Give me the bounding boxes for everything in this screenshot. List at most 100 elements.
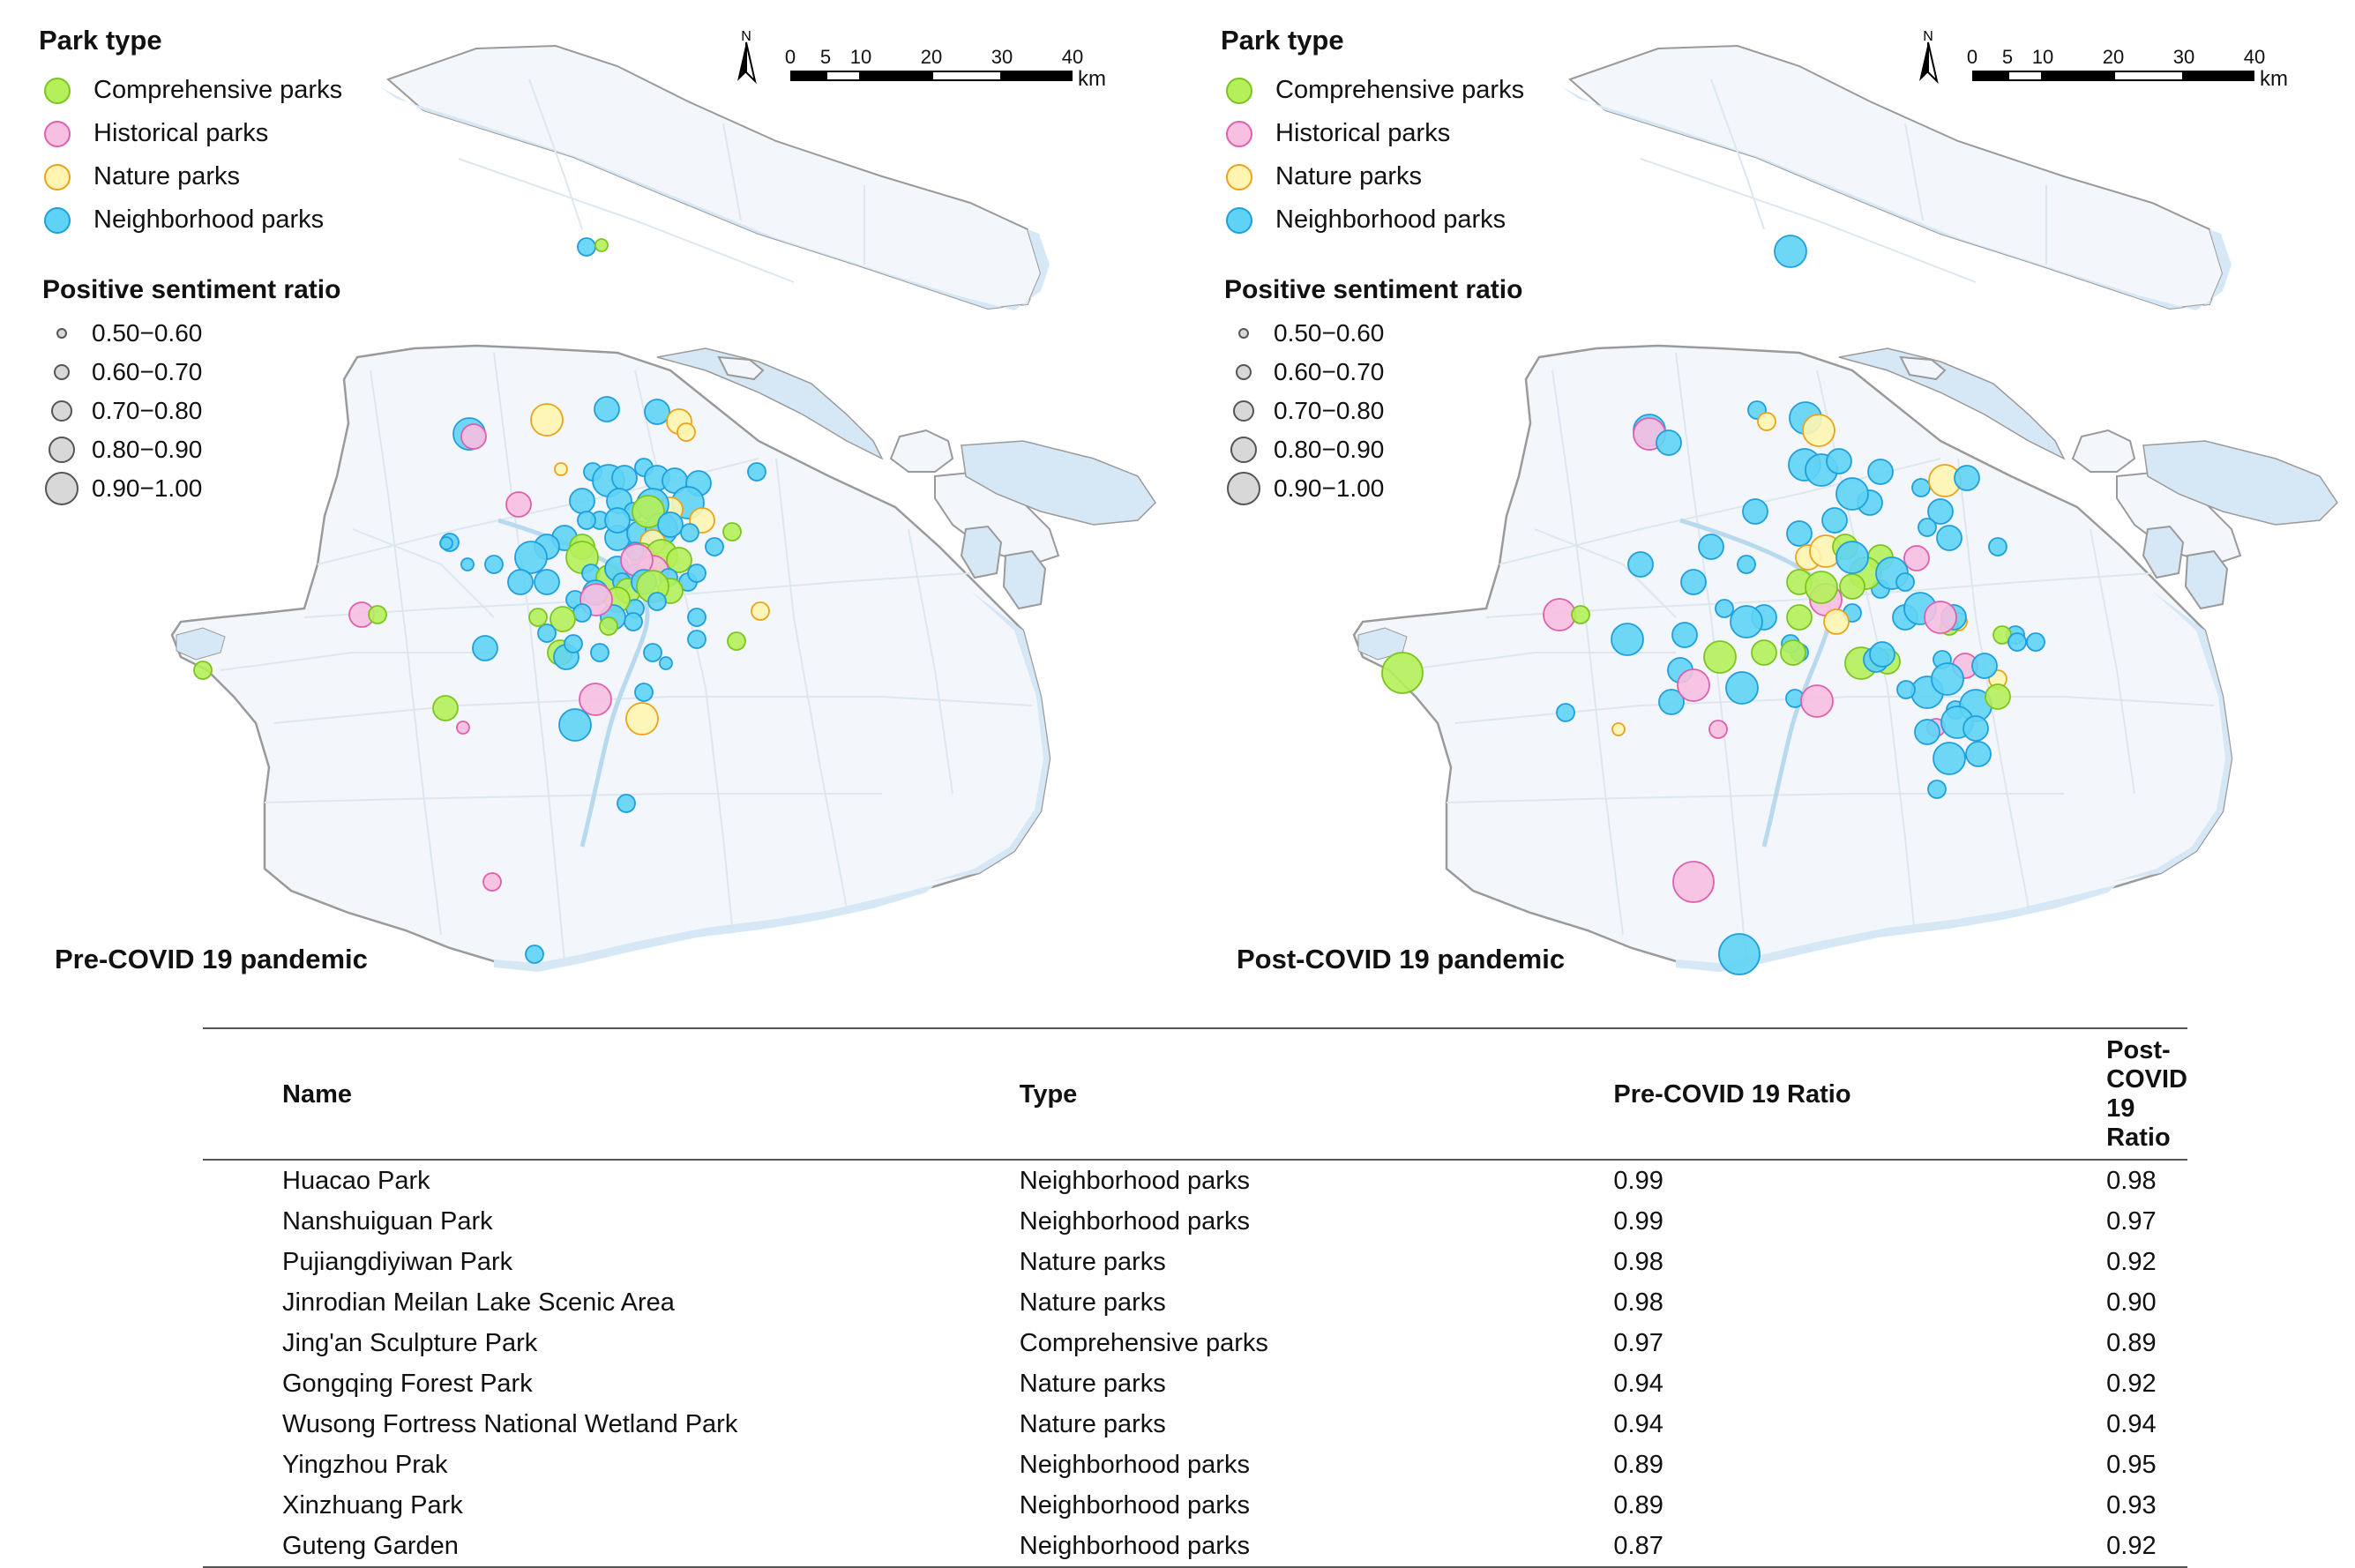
cell-name: Wusong Fortress National Wetland Park: [282, 1409, 738, 1438]
scale-tick-label: 10: [2031, 46, 2054, 68]
park-circle: [460, 557, 475, 571]
hengsha-shoal: [2142, 440, 2338, 526]
park-circle: [1698, 534, 1724, 560]
cell-name: Yingzhou Prak: [282, 1450, 448, 1479]
legend-label: Nature parks: [1275, 162, 1423, 190]
legend: Park type Comprehensive parks Historical …: [1217, 25, 1524, 508]
park-circle: [1927, 780, 1947, 799]
park-circle: [439, 536, 453, 550]
ratio-class-label: 0.90−1.00: [92, 474, 203, 502]
legend-label: Historical parks: [1275, 119, 1451, 147]
park-circle: [1954, 465, 1980, 491]
map-title: Pre-COVID 19 pandemic: [55, 944, 368, 974]
hengsha-shoal: [961, 440, 1156, 526]
header-name: Name: [203, 1027, 940, 1161]
cell-name: Gongqing Forest Park: [282, 1369, 533, 1398]
park-circle: [1896, 680, 1916, 699]
dianshan-lake: [176, 627, 226, 661]
legend: Park type Comprehensive parks Historical …: [35, 25, 342, 508]
park-circle: [1677, 668, 1710, 702]
park-circle: [1658, 689, 1685, 715]
header-pre-ratio: Pre-COVID 19 Ratio: [1534, 1027, 2028, 1161]
road-line: [1446, 793, 2064, 803]
ratio-class-item: 0.50−0.60: [1217, 314, 1524, 353]
table-row: Huacao Park Neighborhood parks 0.99 0.98: [203, 1160, 2187, 1201]
park-circle: [687, 630, 706, 649]
park-circle: [534, 569, 560, 595]
legend-swatch: [1226, 77, 1252, 104]
park-circle: [647, 592, 667, 611]
park-circle: [1751, 639, 1777, 666]
ratio-class-cell: [1217, 472, 1270, 505]
legend-item: Historical parks: [35, 112, 342, 155]
park-circle: [687, 564, 706, 583]
ratio-class-item: 0.50−0.60: [35, 314, 342, 353]
cell-type: Neighborhood parks: [939, 1526, 1535, 1568]
cell-type: Comprehensive parks: [1019, 1328, 1268, 1357]
road-line: [458, 158, 795, 283]
park-circle: [1869, 641, 1895, 668]
legend-item: Nature parks: [35, 155, 342, 198]
park-circle: [747, 462, 766, 482]
islet: [2184, 549, 2229, 610]
park-circle: [530, 403, 564, 437]
islet: [960, 525, 1003, 579]
scale-tick-label: 0: [784, 46, 796, 68]
park-circle: [507, 569, 534, 595]
park-circle: [2026, 632, 2045, 652]
scale-tick-label: 20: [920, 46, 943, 68]
park-circle: [1911, 478, 1931, 497]
park-circle: [1821, 507, 1848, 534]
park-circle: [1680, 569, 1707, 595]
park-circle: [484, 555, 504, 574]
map-panel-post-covid: Park type Comprehensive parks Historical …: [1182, 0, 2355, 997]
road-line: [1454, 696, 2215, 724]
park-circle: [1823, 609, 1850, 635]
islet: [2142, 525, 2185, 579]
north-arrow-left: [737, 42, 746, 81]
scale-unit: km: [1078, 67, 1106, 91]
cell-pre-ratio: 0.89: [1613, 1450, 1663, 1479]
park-circle: [722, 522, 742, 541]
park-circle: [1924, 601, 1957, 634]
map-pre-covid: [0, 0, 1178, 997]
ratio-size-dot: [1236, 364, 1252, 380]
park-circle: [1867, 459, 1894, 485]
ratio-class-item: 0.80−0.90: [35, 430, 342, 469]
park-circle: [1800, 684, 1834, 718]
cell-name: Jinrodian Meilan Lake Scenic Area: [282, 1288, 675, 1317]
cell-type: Nature parks: [1019, 1409, 1166, 1438]
scale-tick-label: 0: [1966, 46, 1978, 68]
table-row: Nanshuiguan Park Neighborhood parks 0.99 0.…: [203, 1201, 2187, 1242]
ratio-size-dot: [45, 472, 78, 505]
road-line: [775, 458, 848, 909]
ratio-class-item: 0.60−0.70: [1217, 353, 1524, 392]
park-circle: [1962, 715, 1989, 742]
park-circle: [1708, 720, 1728, 739]
map-post-covid: [1182, 0, 2355, 997]
park-ratio-table: Name Type Pre-COVID 19 Ratio Post-COVID …: [203, 1027, 2187, 1568]
park-circle: [569, 488, 595, 514]
ratio-class-label: 0.80−0.90: [1274, 436, 1385, 463]
park-circle: [577, 511, 596, 530]
ratio-class-cell: [1217, 328, 1270, 339]
small-island: [1899, 355, 1947, 381]
park-circle: [525, 945, 544, 964]
road-line: [1551, 370, 1624, 936]
ratio-class-cell: [1217, 364, 1270, 380]
park-circle: [1757, 412, 1776, 431]
road-line: [264, 793, 882, 803]
scale-tick-label: 40: [1061, 46, 1084, 68]
table-row: Gongqing Forest Park Nature parks 0.94 0.92: [203, 1363, 2187, 1404]
park-circle: [1903, 545, 1930, 571]
park-circle: [1571, 605, 1590, 624]
legend-item: Comprehensive parks: [35, 69, 342, 112]
park-circle: [705, 537, 724, 556]
park-type-list: Comprehensive parks Historical parks Natur…: [35, 69, 342, 242]
legend-label: Neighborhood parks: [1275, 205, 1506, 234]
cell-post-ratio: 0.95: [2106, 1450, 2157, 1479]
park-circle: [1805, 571, 1838, 604]
park-circle: [727, 631, 746, 651]
park-circles: [193, 237, 770, 964]
park-circle: [482, 872, 502, 892]
